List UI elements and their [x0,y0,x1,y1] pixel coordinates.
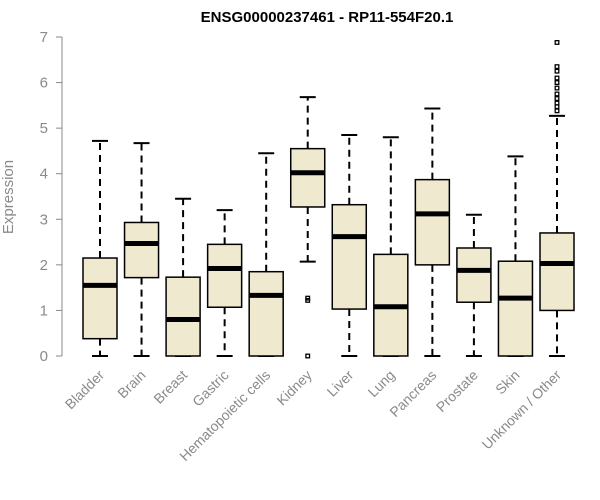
y-axis-ticks: 0 1 2 3 4 5 6 7 [40,29,62,365]
outlier-point [554,64,560,70]
outlier-point [554,108,560,114]
iqr-box [414,178,451,266]
iqr-box [165,276,201,357]
boxes-group [82,40,575,359]
box-kidney [289,96,326,359]
x-category-label: Unknown / Other [479,367,565,453]
box-pancreas [414,107,451,357]
box-prostate [456,213,492,357]
box-hematopoietic-cells [248,152,284,357]
box-bladder [82,139,118,357]
iqr-box [248,270,284,357]
x-category-label: Lung [365,367,398,400]
box-skin [497,155,534,357]
y-axis-title: Expression [0,160,17,234]
outlier-point [305,353,311,359]
outlier-point [554,96,560,101]
iqr-box [539,232,575,312]
y-tick-label: 6 [40,75,48,92]
outlier-point [554,75,560,81]
y-tick-label: 5 [40,120,48,137]
box-lung [373,136,409,357]
x-category-label: Kidney [273,367,315,409]
iqr-box [456,247,492,303]
outlier-point [554,68,560,74]
iqr-box [123,221,160,279]
x-category-label: Prostate [433,367,481,415]
outlier-point [554,100,560,106]
outlier-point [554,80,560,86]
iqr-box [497,260,534,357]
y-tick-label: 1 [40,302,48,319]
iqr-box [289,147,326,208]
x-category-label: Breast [150,367,190,407]
outlier-point [554,85,560,91]
x-category-label: Bladder [62,367,108,413]
y-tick-label: 4 [40,166,48,183]
outlier-point [554,40,560,45]
box-brain [123,142,160,357]
x-category-label: Skin [492,367,523,398]
box-breast [165,197,201,357]
iqr-box [82,257,118,340]
x-category-label: Brain [114,367,148,401]
y-tick-label: 3 [40,211,48,228]
y-tick-label: 0 [40,348,48,365]
outlier-point [305,297,311,303]
y-tick-label: 2 [40,257,48,274]
iqr-box [206,243,243,308]
outlier-point [554,91,560,97]
x-category-label: Liver [324,367,357,400]
box-liver [331,133,368,357]
y-tick-label: 7 [40,29,48,46]
box-gastric [206,209,243,357]
iqr-box [331,203,368,310]
box-unknown-other [539,40,575,357]
chart-title: ENSG00000237461 - RP11-554F20.1 [201,9,454,26]
